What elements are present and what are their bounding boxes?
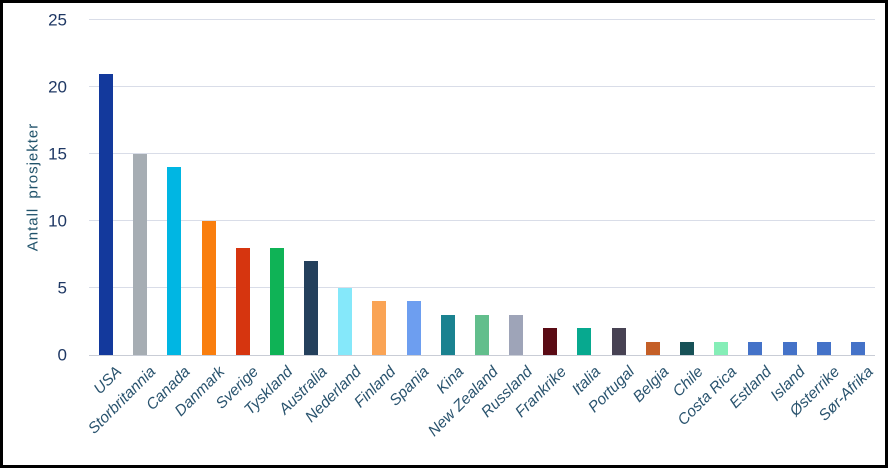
bar: [406, 301, 421, 355]
y-axis-ticks: 0 5 10 15 20 25: [3, 12, 77, 364]
bar: [304, 261, 319, 355]
gridline: [89, 153, 875, 154]
bar: [748, 341, 763, 355]
bars-container: [89, 20, 875, 355]
x-axis-labels: USA Storbritannia Canada Danmark Sverige Tysk…: [85, 360, 877, 465]
bar-column: [567, 20, 601, 355]
bar: [269, 247, 284, 355]
plot-area: [89, 19, 875, 356]
bar: [235, 247, 250, 355]
bar-column: [260, 20, 294, 355]
bar: [440, 314, 455, 355]
bar: [509, 314, 524, 355]
bar: [99, 73, 114, 355]
bar-column: [602, 20, 636, 355]
bar-column: [772, 20, 806, 355]
bar-column: [841, 20, 875, 355]
bar-column: [465, 20, 499, 355]
bar-column: [397, 20, 431, 355]
bar: [850, 341, 865, 355]
bar: [201, 221, 216, 355]
bar-column: [123, 20, 157, 355]
bar-column: [704, 20, 738, 355]
bar: [645, 341, 660, 355]
bar: [338, 288, 353, 355]
bar-column: [89, 20, 123, 355]
y-tick-label: 25: [48, 10, 67, 30]
bar-column: [533, 20, 567, 355]
bar-column: [807, 20, 841, 355]
bar-column: [294, 20, 328, 355]
bar: [474, 314, 489, 355]
gridline: [89, 220, 875, 221]
y-tick-label: 20: [48, 77, 67, 97]
y-tick-label: 10: [48, 211, 67, 231]
bar: [577, 328, 592, 355]
bar-column: [738, 20, 772, 355]
bar-column: [670, 20, 704, 355]
bar-column: [636, 20, 670, 355]
bar: [543, 328, 558, 355]
bar-column: [328, 20, 362, 355]
bar-column: [431, 20, 465, 355]
bar-column: [157, 20, 191, 355]
gridline: [89, 19, 875, 20]
bar: [816, 341, 831, 355]
bar-column: [192, 20, 226, 355]
bar: [680, 341, 694, 355]
bar: [782, 341, 797, 355]
gridline: [89, 86, 875, 87]
bar: [372, 301, 387, 355]
gridline: [89, 287, 875, 288]
bar-column: [226, 20, 260, 355]
bar: [167, 167, 182, 355]
x-tick-label: Belgia: [629, 363, 673, 406]
bar-column: [499, 20, 533, 355]
bar: [133, 154, 148, 355]
bar-column: [362, 20, 396, 355]
y-tick-label: 5: [57, 278, 67, 298]
y-tick-label: 0: [57, 345, 67, 365]
bar: [611, 328, 626, 355]
y-tick-label: 15: [48, 144, 67, 164]
bar: [714, 341, 729, 355]
